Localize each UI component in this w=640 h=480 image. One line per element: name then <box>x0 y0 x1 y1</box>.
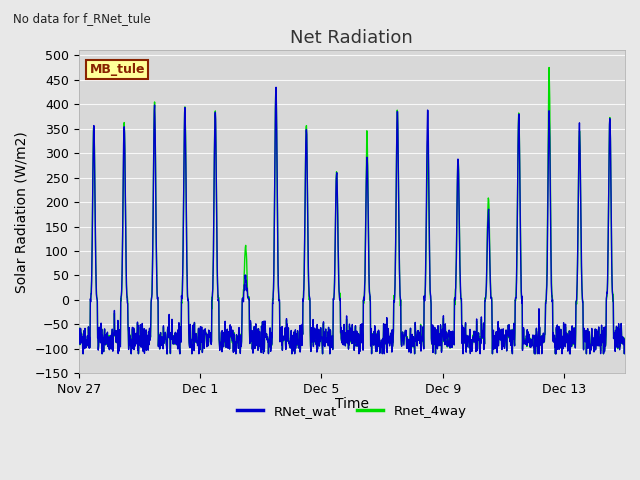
Rnet_4way <box>547 173 554 179</box>
Title: Net Radiation: Net Radiation <box>291 29 413 48</box>
Rnet_4way <box>310 342 317 348</box>
Rnet_4way <box>319 345 326 350</box>
RNet_wat <box>366 292 374 298</box>
RNet_wat <box>75 332 83 337</box>
RNet_wat <box>427 291 435 297</box>
RNet_wat <box>79 351 87 357</box>
RNet_wat <box>621 338 629 344</box>
Rnet_4way <box>75 333 83 339</box>
Rnet_4way <box>108 345 115 350</box>
Rnet_4way <box>545 65 553 71</box>
X-axis label: Time: Time <box>335 397 369 411</box>
Line: Rnet_4way: Rnet_4way <box>79 68 625 354</box>
Line: RNet_wat: RNet_wat <box>79 87 625 354</box>
Legend: RNet_wat, Rnet_4way: RNet_wat, Rnet_4way <box>232 400 472 423</box>
RNet_wat <box>108 346 115 352</box>
Text: No data for f_RNet_tule: No data for f_RNet_tule <box>13 12 150 25</box>
Rnet_4way <box>426 288 434 294</box>
RNet_wat <box>319 351 326 357</box>
Text: MB_tule: MB_tule <box>90 63 145 76</box>
Rnet_4way <box>79 351 87 357</box>
RNet_wat <box>310 330 317 336</box>
Y-axis label: Solar Radiation (W/m2): Solar Radiation (W/m2) <box>15 131 29 293</box>
Rnet_4way <box>621 338 629 344</box>
RNet_wat <box>547 192 554 198</box>
RNet_wat <box>272 84 280 90</box>
Rnet_4way <box>366 294 374 300</box>
